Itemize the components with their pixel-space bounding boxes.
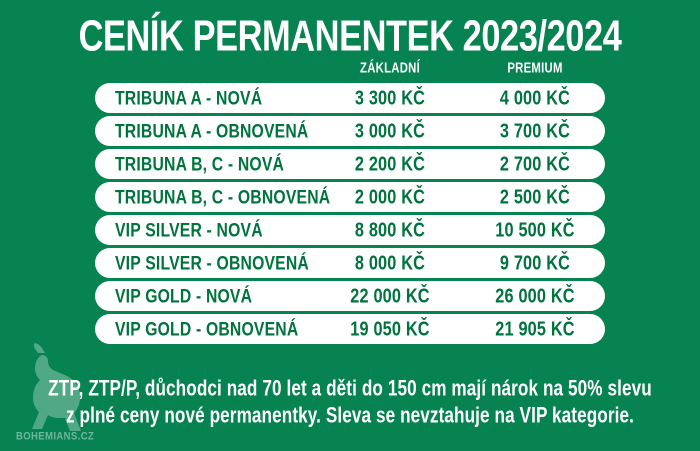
table-row: VIP SILVER - OBNOVENÁ 8 000 KČ 9 700 KČ [95,248,605,278]
footer-line-2: z plné ceny nové permanentky. Sleva se n… [66,403,634,428]
row-label: VIP GOLD - OBNOVENÁ [115,318,299,340]
table-row: VIP SILVER - NOVÁ 8 800 KČ 10 500 KČ [95,215,605,245]
row-price-basic: 8 800 KČ [354,217,426,241]
table-row: TRIBUNA A - NOVÁ 3 300 KČ 4 000 KČ [95,83,605,113]
row-price-basic: 8 000 KČ [354,250,426,274]
row-price-premium: 26 000 KČ [495,283,575,307]
row-price-basic: 3 000 KČ [354,118,426,142]
column-header-basic: ZÁKLADNÍ [360,59,420,76]
table-row: TRIBUNA B, C - NOVÁ 2 200 KČ 2 700 KČ [95,149,605,179]
row-price-basic: 19 050 KČ [350,316,430,340]
table-row: TRIBUNA B, C - OBNOVENÁ 2 000 KČ 2 500 K… [95,182,605,212]
row-label: TRIBUNA A - NOVÁ [115,87,263,109]
pricing-table: TRIBUNA A - NOVÁ 3 300 KČ 4 000 KČ TRIBU… [95,83,605,347]
row-label: TRIBUNA B, C - OBNOVENÁ [115,186,331,208]
row-price-premium: 21 905 KČ [495,316,575,340]
row-price-premium: 3 700 KČ [499,118,571,142]
row-price-basic: 2 000 KČ [354,184,426,208]
table-row: VIP GOLD - NOVÁ 22 000 KČ 26 000 KČ [95,281,605,311]
row-price-premium: 4 000 KČ [499,85,571,109]
footer-note: ZTP, ZTP/P, důchodci nad 70 let a děti d… [0,374,700,428]
page-title: CENÍK PERMANENTEK 2023/2024 [78,12,622,61]
row-price-basic: 22 000 KČ [350,283,430,307]
row-price-premium: 9 700 KČ [499,250,571,274]
row-label: TRIBUNA B, C - NOVÁ [115,153,285,175]
table-row: TRIBUNA A - OBNOVENÁ 3 000 KČ 3 700 KČ [95,116,605,146]
table-column-headers: ZÁKLADNÍ PREMIUM [0,59,700,77]
row-price-basic: 2 200 KČ [354,151,426,175]
row-label: VIP SILVER - NOVÁ [115,219,263,241]
column-header-premium: PREMIUM [507,59,563,76]
row-label: VIP GOLD - NOVÁ [115,285,253,307]
footer-line-1: ZTP, ZTP/P, důchodci nad 70 let a děti d… [48,376,652,401]
row-label: VIP SILVER - OBNOVENÁ [115,252,309,274]
row-price-premium: 2 700 KČ [499,151,571,175]
table-row: VIP GOLD - OBNOVENÁ 19 050 KČ 21 905 KČ [95,314,605,344]
row-price-premium: 10 500 KČ [495,217,575,241]
watermark-label: BOHEMIANS.CZ [16,430,95,443]
row-price-basic: 3 300 KČ [354,85,426,109]
row-price-premium: 2 500 KČ [499,184,571,208]
row-label: TRIBUNA A - OBNOVENÁ [115,120,309,142]
